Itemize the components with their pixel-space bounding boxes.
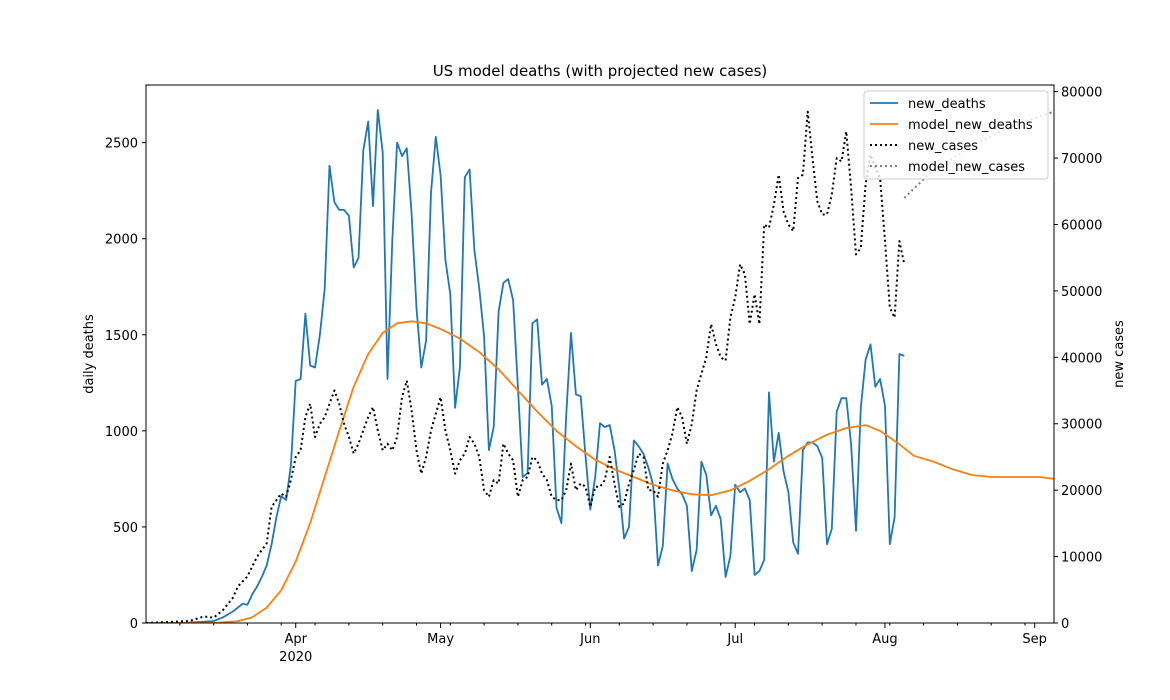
axes: 0 500 1000 1500 2000 2500 0 10000 20000 30000 4000… — [105, 86, 1102, 665]
x-tick-sublabel: 2020 — [279, 650, 312, 665]
legend-box — [863, 90, 1049, 180]
legend-label: model_new_cases — [908, 160, 1025, 175]
legend-label: model_new_deaths — [908, 118, 1033, 133]
y-axis-label: daily deaths — [82, 314, 97, 394]
x-tick-label: Sep — [1022, 632, 1047, 647]
y2-axis-label: new cases — [1112, 320, 1127, 388]
y2-tick-label: 50000 — [1061, 285, 1102, 300]
y-tick-label: 500 — [113, 521, 138, 536]
x-tick-label: Jun — [579, 632, 600, 647]
legend-label: new_deaths — [908, 97, 986, 112]
y-tick-label: 1500 — [105, 329, 138, 344]
chart-title: US model deaths (with projected new case… — [433, 62, 768, 80]
x-tick-label: Jul — [726, 632, 743, 647]
y-tick-label: 1000 — [105, 425, 138, 440]
legend-label: new_cases — [908, 139, 978, 154]
y-tick-label: 0 — [130, 617, 138, 632]
y2-tick-label: 30000 — [1061, 418, 1102, 433]
y2-tick-label: 40000 — [1061, 351, 1102, 366]
series-line-model-new-deaths — [146, 320, 1054, 623]
plot-frame — [145, 84, 1055, 624]
y2-tick-label: 60000 — [1061, 218, 1102, 233]
y2-tick-label: 10000 — [1061, 551, 1102, 566]
y2-tick-label: 20000 — [1061, 484, 1102, 499]
series-line-new-cases — [146, 110, 906, 623]
y-tick-label: 2000 — [105, 233, 138, 248]
series-line-new-deaths — [146, 109, 905, 623]
x-tick-label: May — [427, 632, 454, 647]
y2-tick-label: 80000 — [1061, 86, 1102, 101]
x-tick-label: Aug — [872, 632, 897, 647]
x-tick-label: Apr — [284, 632, 307, 647]
y-tick-label: 2500 — [105, 137, 138, 152]
legend: new_deaths model_new_deaths new_casesmodel… — [863, 90, 1049, 180]
y2-tick-label: 70000 — [1061, 152, 1102, 167]
series-layer — [146, 109, 1054, 623]
y2-tick-label: 0 — [1061, 617, 1069, 632]
